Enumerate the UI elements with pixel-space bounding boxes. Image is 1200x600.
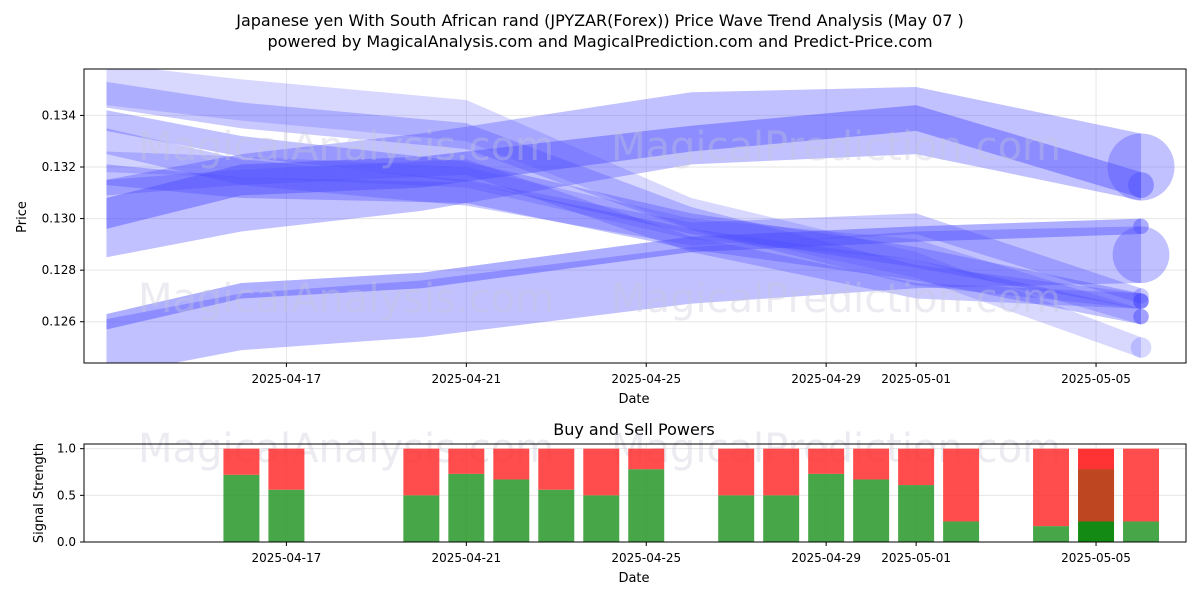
price-y-tick-label: 0.132 <box>42 160 76 174</box>
sell-bar <box>583 448 620 496</box>
price-y-axis-label: Price <box>15 201 30 233</box>
sell-bar <box>403 448 440 496</box>
buy-bar <box>583 495 620 542</box>
price-wave-band <box>106 218 1142 330</box>
buy-bar <box>943 521 980 542</box>
price-y-tick-label: 0.128 <box>42 263 76 277</box>
sell-bar <box>223 448 260 475</box>
buy-bar <box>538 489 575 542</box>
mixed-bar-highlight <box>1078 469 1115 522</box>
watermark-prediction-top: MagicalPrediction.com <box>611 124 1061 170</box>
price-wave-band-end <box>1112 226 1170 284</box>
signal-x-tick-label: 2025-04-17 <box>252 551 322 565</box>
signal-axis-ticks: 2025-04-17 2025-04-21 2025-04-25 2025-04-29… <box>57 442 1131 565</box>
price-wave-band-end <box>1128 172 1154 198</box>
price-plot-frame <box>83 68 1187 364</box>
signal-y-axis-label: Signal Strength <box>32 443 47 543</box>
price-grid <box>84 69 1186 363</box>
buy-bar-highlight <box>1078 521 1115 542</box>
signal-x-tick-label: 2025-04-21 <box>431 551 501 565</box>
sell-bar <box>1123 448 1160 522</box>
buy-bar <box>898 485 935 542</box>
signal-bars <box>223 448 1160 542</box>
price-wave-band <box>106 226 1142 363</box>
buy-bar <box>718 495 755 542</box>
signal-x-tick-label: 2025-05-01 <box>881 551 951 565</box>
sell-bar <box>898 448 935 486</box>
price-x-tick-label: 2025-05-01 <box>881 372 951 386</box>
price-wave-band <box>106 105 1142 229</box>
buy-bar <box>223 474 260 542</box>
price-wave-band <box>106 128 1142 304</box>
price-wave-band-end <box>1133 293 1149 309</box>
sell-bar <box>628 448 665 470</box>
watermark-prediction-bottom: MagicalPrediction.com <box>611 276 1061 322</box>
price-wave-band <box>106 81 1142 309</box>
price-wave-band-end <box>1133 218 1149 235</box>
watermark-analysis-signal: MagicalAnalysis.com <box>138 426 554 472</box>
price-wave-band-end <box>1107 133 1175 201</box>
buy-bar <box>628 469 665 542</box>
watermark-analysis-bottom: MagicalAnalysis.com <box>138 276 554 322</box>
buy-bar <box>853 479 890 542</box>
chart-title: Japanese yen With South African rand (JP… <box>235 11 964 30</box>
sell-bar <box>853 448 890 480</box>
price-wave-band-end <box>1133 308 1149 325</box>
price-wave-band-end <box>1133 293 1149 309</box>
sell-bar <box>718 448 755 496</box>
price-wave-band <box>106 159 1142 309</box>
price-wave-band <box>106 69 1142 358</box>
buy-bar <box>1033 526 1070 542</box>
price-wave-band <box>106 110 1142 309</box>
price-wave-band <box>106 87 1142 258</box>
price-x-tick-label: 2025-04-25 <box>611 372 681 386</box>
signal-x-axis-label: Date <box>618 571 649 586</box>
price-x-tick-label: 2025-04-17 <box>252 372 322 386</box>
signal-x-tick-label: 2025-05-05 <box>1061 551 1131 565</box>
price-wave-bands <box>106 69 1175 363</box>
sell-bar <box>1033 448 1070 527</box>
signal-y-tick-label: 1.0 <box>57 442 76 456</box>
buy-bar <box>403 495 440 542</box>
signal-chart-title: Buy and Sell Powers <box>553 420 715 439</box>
price-wave-band-end <box>1133 293 1149 309</box>
sell-bar <box>268 448 305 490</box>
price-y-tick-label: 0.126 <box>42 315 76 329</box>
buy-bar <box>268 489 305 542</box>
price-wave-band-end <box>1133 288 1149 304</box>
buy-bar <box>763 495 800 542</box>
signal-plot-frame <box>83 443 1187 543</box>
watermark-analysis-top: MagicalAnalysis.com <box>138 124 554 170</box>
sell-bar <box>943 448 980 522</box>
signal-x-tick-label: 2025-04-29 <box>791 551 861 565</box>
signal-y-tick-label: 0.0 <box>57 535 76 549</box>
price-y-tick-label: 0.134 <box>42 108 76 122</box>
chart-subtitle: powered by MagicalAnalysis.com and Magic… <box>267 32 932 51</box>
price-axis-ticks: 2025-04-17 2025-04-21 2025-04-25 2025-04-29… <box>42 108 1131 386</box>
price-wave-band-end <box>1130 337 1152 358</box>
price-x-tick-label: 2025-04-21 <box>431 372 501 386</box>
price-x-tick-label: 2025-04-29 <box>791 372 861 386</box>
price-x-tick-label: 2025-05-05 <box>1061 372 1131 386</box>
sell-bar <box>493 448 530 480</box>
price-watermarks: MagicalAnalysis.com MagicalPrediction.co… <box>138 124 1061 322</box>
buy-bar <box>448 473 485 542</box>
sell-bar <box>448 448 485 474</box>
sell-bar <box>763 448 800 496</box>
price-wave-band <box>106 151 1142 325</box>
signal-y-tick-label: 0.5 <box>57 488 76 502</box>
signal-watermarks: MagicalAnalysis.com MagicalPrediction.co… <box>138 426 1061 472</box>
sell-bar <box>538 448 575 490</box>
buy-bar <box>493 479 530 542</box>
sell-bar <box>808 448 845 474</box>
price-x-axis-label: Date <box>618 392 649 407</box>
buy-bar <box>1123 521 1160 542</box>
price-wave-band <box>106 164 1142 325</box>
signal-x-tick-label: 2025-04-25 <box>611 551 681 565</box>
price-y-tick-label: 0.130 <box>42 212 76 226</box>
buy-bar <box>808 473 845 542</box>
price-wave-band-end <box>1133 308 1149 325</box>
